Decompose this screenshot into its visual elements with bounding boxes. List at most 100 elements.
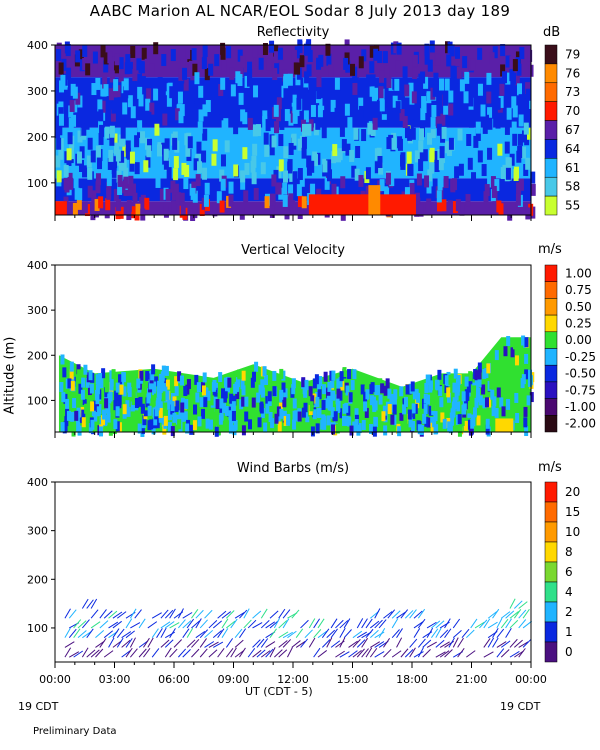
velocity-cell xyxy=(347,416,352,427)
wind-barb xyxy=(404,649,414,658)
velocity-cell xyxy=(439,397,444,408)
reflectivity-cell xyxy=(87,137,93,150)
velocity-cell xyxy=(83,364,88,375)
velocity-cell xyxy=(115,382,120,393)
reflectivity-cell xyxy=(467,157,473,170)
reflectivity-cell xyxy=(282,182,288,195)
reflectivity-cell xyxy=(443,102,449,115)
velocity-cell xyxy=(333,405,338,416)
reflectivity-cell xyxy=(182,67,188,80)
reflectivity-cell xyxy=(253,187,259,200)
reflectivity-cell xyxy=(301,196,307,209)
colorbar-label: -2.00 xyxy=(565,417,596,431)
reflectivity-cell xyxy=(316,87,322,100)
reflectivity-cell xyxy=(481,164,487,177)
wind-barb xyxy=(470,618,478,629)
reflectivity-cell xyxy=(269,205,275,218)
velocity-cell xyxy=(70,411,75,422)
reflectivity-cell xyxy=(351,165,357,178)
reflectivity-cell xyxy=(262,110,268,123)
x-tick-label: 21:00 xyxy=(456,673,488,686)
reflectivity-cell xyxy=(273,104,279,117)
reflectivity-cell xyxy=(112,85,118,98)
wind-barb xyxy=(409,638,418,648)
wind-barb xyxy=(125,618,133,629)
reflectivity-cell xyxy=(138,94,144,107)
wind-barb xyxy=(182,612,193,619)
reflectivity-cell xyxy=(135,203,141,216)
wind-barb xyxy=(317,650,328,658)
reflectivity-cell xyxy=(495,97,501,110)
wind-barb xyxy=(160,621,171,629)
reflectivity-cell xyxy=(197,121,203,134)
reflectivity-cell xyxy=(192,206,198,219)
reflectivity-cell xyxy=(436,123,442,136)
wind-barb xyxy=(125,630,135,639)
reflectivity-cell xyxy=(185,47,191,60)
reflectivity-cell xyxy=(153,88,159,101)
reflectivity-cell xyxy=(149,63,155,76)
reflectivity-cell xyxy=(483,191,489,204)
reflectivity-cell xyxy=(435,53,441,66)
velocity-cell xyxy=(283,388,288,399)
velocity-cell xyxy=(115,421,120,432)
velocity-cell xyxy=(352,421,357,432)
reflectivity-cell xyxy=(122,102,128,115)
velocity-cell xyxy=(514,392,519,403)
velocity-cell xyxy=(344,402,349,413)
wind-barb xyxy=(226,610,235,619)
reflectivity-cell xyxy=(179,104,185,117)
reflectivity-cell xyxy=(82,165,88,178)
velocity-cell xyxy=(430,422,435,433)
wind-barb xyxy=(138,618,146,629)
velocity-cell xyxy=(481,384,486,395)
velocity-cell xyxy=(272,386,277,397)
reflectivity-cell xyxy=(64,180,70,193)
velocity-cell xyxy=(294,410,299,421)
velocity-cell xyxy=(95,394,100,405)
reflectivity-cell xyxy=(282,170,288,183)
reflectivity-cell xyxy=(216,191,222,204)
reflectivity-cell xyxy=(301,123,307,136)
velocity-cell xyxy=(308,386,313,397)
reflectivity-cell xyxy=(384,65,390,78)
reflectivity-cell xyxy=(124,110,130,123)
velocity-cell xyxy=(96,378,101,389)
reflectivity-cell xyxy=(388,134,394,147)
reflectivity-cell xyxy=(181,162,187,175)
y-tick-label: 400 xyxy=(27,259,48,272)
reflectivity-cell xyxy=(436,190,442,203)
reflectivity-cell xyxy=(378,162,384,175)
wind-barb xyxy=(496,648,505,658)
reflectivity-cell xyxy=(95,145,101,158)
chart-main-title: AABC Marion AL NCAR/EOL Sodar 8 July 201… xyxy=(89,2,511,20)
reflectivity-cell xyxy=(496,200,502,213)
velocity-cell xyxy=(241,370,246,381)
reflectivity-cell xyxy=(477,47,483,60)
velocity-cell xyxy=(146,393,151,404)
y-tick-label: 100 xyxy=(27,177,48,190)
velocity-cell xyxy=(63,421,68,432)
wind-barb xyxy=(234,611,245,619)
velocity-cell xyxy=(315,391,320,402)
reflectivity-cell xyxy=(430,126,436,139)
reflectivity-cell xyxy=(317,105,323,118)
velocity-cell xyxy=(379,404,384,415)
velocity-cell xyxy=(428,382,433,393)
reflectivity-cell xyxy=(202,167,208,180)
wind-barb xyxy=(282,609,291,619)
wind-barb xyxy=(274,649,283,658)
reflectivity-cell xyxy=(373,48,379,61)
reflectivity-cell xyxy=(170,180,176,193)
reflectivity-cell xyxy=(125,147,131,160)
wind-barb xyxy=(177,619,186,629)
reflectivity-cell xyxy=(223,97,229,110)
velocity-cell xyxy=(373,416,378,427)
reflectivity-cell xyxy=(278,159,284,172)
velocity-cell xyxy=(104,382,109,393)
reflectivity-cell xyxy=(86,155,92,168)
reflectivity-cell xyxy=(79,146,85,159)
velocity-cell xyxy=(152,381,157,392)
velocity-cell xyxy=(392,404,397,415)
velocity-cell xyxy=(444,375,449,386)
